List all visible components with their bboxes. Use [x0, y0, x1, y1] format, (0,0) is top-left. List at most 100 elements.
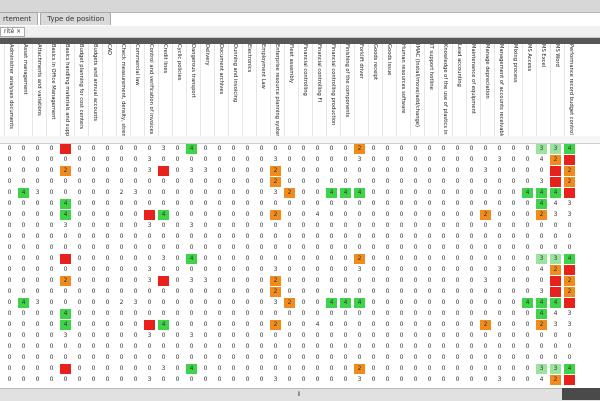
matrix-cell[interactable]: 0	[497, 244, 502, 251]
matrix-cell[interactable]: 0	[245, 233, 250, 240]
column-header[interactable]: Mixing process	[508, 44, 520, 136]
matrix-cell[interactable]: 0	[511, 200, 516, 207]
matrix-cell[interactable]: 4	[186, 364, 197, 374]
matrix-cell[interactable]: 0	[189, 156, 194, 163]
matrix-cell[interactable]: 0	[259, 189, 264, 196]
matrix-cell[interactable]: 0	[441, 365, 446, 372]
matrix-cell[interactable]: 0	[385, 244, 390, 251]
matrix-cell[interactable]: 0	[455, 299, 460, 306]
matrix-cell[interactable]: 0	[511, 321, 516, 328]
matrix-cell[interactable]: 0	[385, 266, 390, 273]
matrix-cell[interactable]: 0	[119, 288, 124, 295]
matrix-cell[interactable]: 0	[175, 266, 180, 273]
matrix-cell[interactable]: 0	[413, 365, 418, 372]
matrix-cell[interactable]: 0	[413, 332, 418, 339]
matrix-cell[interactable]: 0	[413, 211, 418, 218]
matrix-cell[interactable]: 0	[343, 288, 348, 295]
matrix-cell[interactable]: 0	[511, 189, 516, 196]
matrix-cell[interactable]: 0	[497, 288, 502, 295]
matrix-cell[interactable]: 3	[539, 178, 544, 185]
matrix-cell[interactable]: 3	[147, 376, 152, 383]
matrix-cell[interactable]: 0	[231, 332, 236, 339]
matrix-cell[interactable]: 0	[441, 277, 446, 284]
matrix-cell[interactable]: 3	[550, 144, 561, 154]
matrix-cell[interactable]: 0	[427, 266, 432, 273]
matrix-cell[interactable]: 0	[119, 233, 124, 240]
matrix-cell[interactable]: 0	[245, 288, 250, 295]
matrix-cell[interactable]	[144, 210, 155, 220]
matrix-cell[interactable]: 4	[564, 144, 575, 154]
matrix-cell[interactable]: 0	[483, 178, 488, 185]
matrix-cell[interactable]: 0	[189, 233, 194, 240]
matrix-cell[interactable]: 0	[203, 222, 208, 229]
matrix-cell[interactable]: 0	[399, 277, 404, 284]
column-header[interactable]: IT support hotline	[424, 44, 436, 136]
matrix-cell[interactable]: 0	[385, 310, 390, 317]
matrix-cell[interactable]: 0	[189, 321, 194, 328]
matrix-cell[interactable]: 0	[329, 222, 334, 229]
matrix-cell[interactable]: 0	[511, 255, 516, 262]
matrix-cell[interactable]: 0	[175, 189, 180, 196]
matrix-cell[interactable]: 0	[7, 156, 12, 163]
matrix-cell[interactable]: 0	[147, 178, 152, 185]
matrix-cell[interactable]: 3	[567, 310, 572, 317]
matrix-cell[interactable]: 0	[427, 167, 432, 174]
matrix-cell[interactable]: 0	[175, 200, 180, 207]
matrix-cell[interactable]: 4	[60, 309, 71, 319]
matrix-cell[interactable]: 0	[511, 222, 516, 229]
column-header[interactable]: Forklift driver	[354, 44, 366, 136]
matrix-cell[interactable]: 0	[21, 332, 26, 339]
matrix-cell[interactable]: 0	[469, 310, 474, 317]
matrix-cell[interactable]: 0	[203, 376, 208, 383]
matrix-cell[interactable]: 0	[49, 145, 54, 152]
matrix-cell[interactable]: 0	[315, 288, 320, 295]
matrix-cell[interactable]: 0	[357, 332, 362, 339]
matrix-cell[interactable]: 3	[161, 255, 166, 262]
matrix-cell[interactable]: 0	[77, 167, 82, 174]
matrix-cell[interactable]: 0	[441, 255, 446, 262]
matrix-cell[interactable]: 0	[315, 189, 320, 196]
matrix-cell[interactable]: 0	[21, 277, 26, 284]
matrix-cell[interactable]: 2	[564, 177, 575, 187]
matrix-cell[interactable]: 0	[469, 354, 474, 361]
matrix-cell[interactable]: 0	[189, 211, 194, 218]
matrix-cell[interactable]: 3	[133, 299, 138, 306]
matrix-cell[interactable]: 0	[63, 233, 68, 240]
matrix-cell[interactable]: 0	[105, 310, 110, 317]
matrix-cell[interactable]: 0	[413, 178, 418, 185]
matrix-cell[interactable]: 0	[217, 310, 222, 317]
matrix-cell[interactable]: 0	[245, 310, 250, 317]
matrix-cell[interactable]: 0	[343, 255, 348, 262]
matrix-cell[interactable]: 0	[119, 167, 124, 174]
matrix-cell[interactable]: 0	[105, 365, 110, 372]
matrix-cell[interactable]: 0	[567, 222, 572, 229]
column-header[interactable]: Basics handling materials and supplies	[60, 44, 72, 136]
column-header[interactable]: Attachments and variations	[32, 44, 44, 136]
matrix-cell[interactable]: 0	[7, 200, 12, 207]
matrix-cell[interactable]: 0	[147, 343, 152, 350]
matrix-cell[interactable]: 0	[357, 244, 362, 251]
matrix-cell[interactable]: 4	[539, 266, 544, 273]
matrix-cell[interactable]: 0	[455, 233, 460, 240]
matrix-cell[interactable]: 0	[203, 266, 208, 273]
matrix-cell[interactable]: 0	[217, 233, 222, 240]
matrix-cell[interactable]: 0	[147, 189, 152, 196]
matrix-cell[interactable]: 0	[77, 299, 82, 306]
column-header[interactable]: Administrer analyses documents	[4, 44, 16, 136]
matrix-cell[interactable]: 0	[357, 354, 362, 361]
matrix-cell[interactable]: 0	[329, 332, 334, 339]
matrix-cell[interactable]: 0	[483, 288, 488, 295]
matrix-cell[interactable]: 3	[63, 222, 68, 229]
matrix-cell[interactable]: 0	[469, 233, 474, 240]
matrix-cell[interactable]: 0	[259, 299, 264, 306]
matrix-cell[interactable]: 0	[49, 365, 54, 372]
matrix-cell[interactable]: 0	[497, 200, 502, 207]
matrix-cell[interactable]: 0	[189, 288, 194, 295]
matrix-cell[interactable]: 0	[553, 222, 558, 229]
matrix-cell[interactable]: 0	[469, 244, 474, 251]
matrix-cell[interactable]: 0	[483, 332, 488, 339]
matrix-cell[interactable]: 0	[343, 233, 348, 240]
matrix-cell[interactable]: 0	[385, 233, 390, 240]
matrix-cell[interactable]: 0	[91, 211, 96, 218]
matrix-cell[interactable]	[564, 155, 575, 165]
